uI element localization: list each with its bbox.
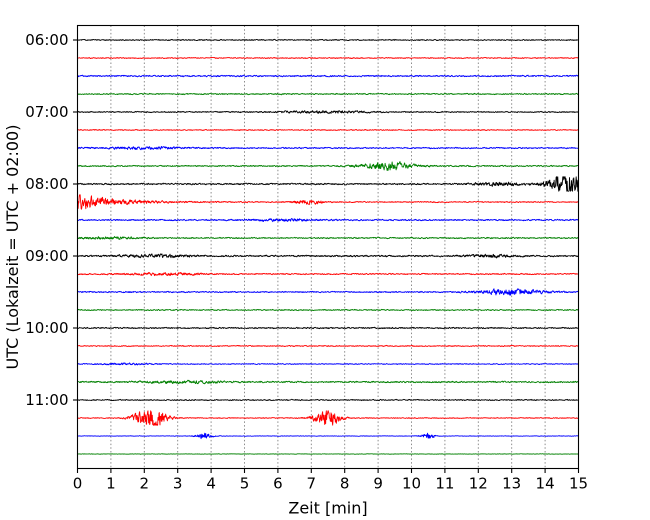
- x-tick-label: 15: [569, 475, 588, 493]
- y-tick-label: 08:00: [25, 175, 68, 193]
- seismic-trace: [77, 344, 579, 347]
- seismic-trace: [77, 326, 579, 330]
- x-tick-label: 12: [469, 475, 488, 493]
- seismic-trace: [77, 236, 579, 240]
- seismic-trace: [77, 194, 579, 210]
- y-tick-labels: 06:00 07:00 08:00 09:00 10:00 11:00: [25, 31, 68, 409]
- x-tick-label: 8: [340, 475, 350, 493]
- trace-lines: [77, 38, 579, 455]
- seismic-trace: [77, 453, 579, 455]
- seismic-trace: [77, 308, 579, 312]
- y-axis-label: UTC (Lokalzeit = UTC + 02:00): [3, 125, 22, 370]
- x-tick-label: 0: [73, 475, 83, 493]
- x-tick-label: 9: [373, 475, 383, 493]
- seismic-trace: [77, 38, 579, 42]
- seismic-trace: [77, 110, 579, 115]
- seismic-trace: [77, 362, 579, 366]
- seismic-trace: [77, 74, 579, 78]
- x-tick-label: 11: [435, 475, 454, 493]
- x-tick-label: 7: [307, 475, 317, 493]
- seismic-trace: [77, 145, 579, 151]
- plot-frame: [76, 24, 580, 470]
- x-tick-label: 6: [273, 475, 283, 493]
- y-tick-label: 11:00: [25, 391, 68, 409]
- x-tick-label: 1: [106, 475, 116, 493]
- x-tick-label: 10: [402, 475, 421, 493]
- seismic-trace: [77, 56, 579, 60]
- seismic-trace: [77, 176, 579, 192]
- y-tick-label: 06:00: [25, 31, 68, 49]
- x-tick-label: 3: [173, 475, 183, 493]
- seismic-trace: [77, 288, 579, 296]
- seismic-trace: [77, 161, 579, 172]
- x-tick-label: 13: [502, 475, 521, 493]
- y-tick-label: 09:00: [25, 247, 68, 265]
- y-tick-label: 07:00: [25, 103, 68, 121]
- x-axis-label: Zeit [min]: [288, 499, 367, 518]
- x-tick-label: 14: [536, 475, 555, 493]
- seismic-trace: [77, 379, 579, 385]
- x-tick-label: 2: [140, 475, 150, 493]
- seismic-trace: [77, 432, 579, 440]
- seismic-trace: [77, 272, 579, 277]
- seismic-trace: [77, 398, 579, 402]
- seismic-trace: [77, 410, 579, 426]
- x-tick-label: 5: [240, 475, 250, 493]
- seismic-trace: [77, 129, 579, 131]
- axis-ticks: [73, 39, 580, 473]
- seismic-trace: [77, 92, 579, 96]
- x-tick-labels: 0 1 2 3 4 5 6 7 8 9 10 11 12 13 14 15: [73, 475, 588, 493]
- x-tick-label: 4: [206, 475, 216, 493]
- y-tick-label: 10:00: [25, 319, 68, 337]
- axes-frame: [76, 24, 580, 470]
- seismic-trace: [77, 253, 579, 259]
- seismic-trace: [77, 217, 579, 223]
